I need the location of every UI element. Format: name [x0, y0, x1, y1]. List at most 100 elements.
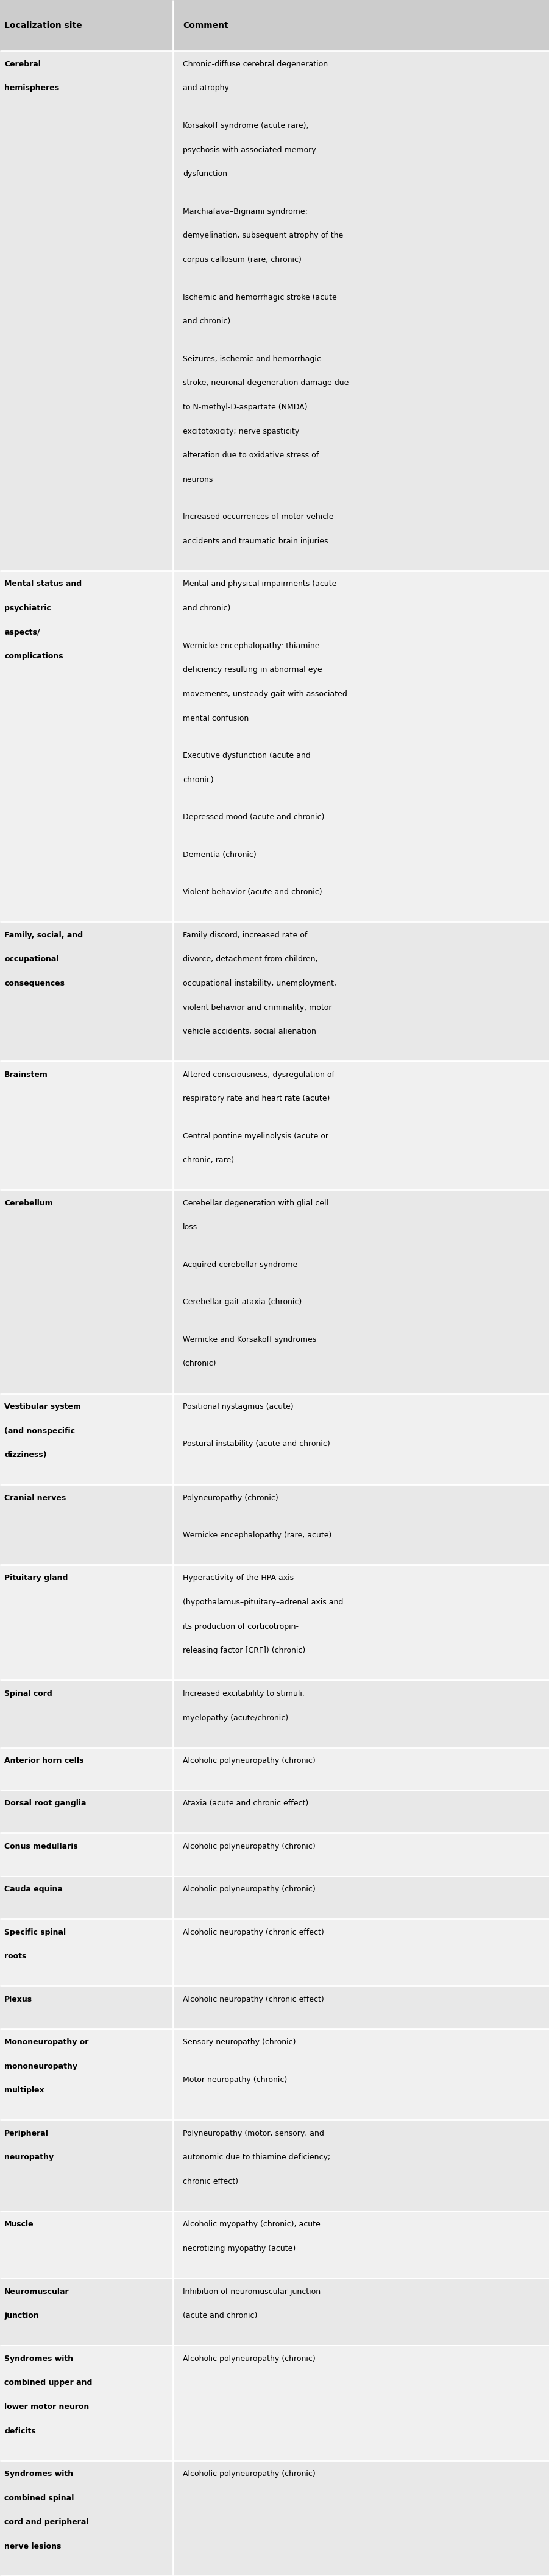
- Text: Motor neuropathy (chronic): Motor neuropathy (chronic): [183, 2076, 287, 2084]
- Bar: [0, 2344, 549, 2460]
- Bar: [0, 1680, 549, 1747]
- Text: excitotoxicity; nerve spasticity: excitotoxicity; nerve spasticity: [183, 428, 299, 435]
- Text: cord and peripheral: cord and peripheral: [4, 2519, 89, 2527]
- Bar: [0, 1747, 549, 1790]
- Text: Cerebellar gait ataxia (chronic): Cerebellar gait ataxia (chronic): [183, 1298, 302, 1306]
- Text: Wernicke encephalopathy: thiamine: Wernicke encephalopathy: thiamine: [183, 641, 320, 649]
- Text: Mental and physical impairments (acute: Mental and physical impairments (acute: [183, 580, 337, 587]
- Text: Syndromes with: Syndromes with: [4, 2354, 74, 2362]
- Text: Inhibition of neuromuscular junction: Inhibition of neuromuscular junction: [183, 2287, 321, 2295]
- Text: Postural instability (acute and chronic): Postural instability (acute and chronic): [183, 1440, 330, 1448]
- Text: Central pontine myelinolysis (acute or: Central pontine myelinolysis (acute or: [183, 1133, 328, 1141]
- Text: chronic effect): chronic effect): [183, 2177, 238, 2184]
- Text: Sensory neuropathy (chronic): Sensory neuropathy (chronic): [183, 2038, 296, 2045]
- Bar: [0, 1564, 549, 1680]
- Text: accidents and traumatic brain injuries: accidents and traumatic brain injuries: [183, 538, 328, 546]
- Text: demyelination, subsequent atrophy of the: demyelination, subsequent atrophy of the: [183, 232, 343, 240]
- Text: neurons: neurons: [183, 477, 214, 484]
- Text: complications: complications: [4, 652, 63, 659]
- Text: to N-methyl-D-aspartate (NMDA): to N-methyl-D-aspartate (NMDA): [183, 404, 307, 412]
- Text: corpus callosum (rare, chronic): corpus callosum (rare, chronic): [183, 255, 301, 263]
- Text: Alcoholic polyneuropathy (chronic): Alcoholic polyneuropathy (chronic): [183, 2470, 316, 2478]
- Text: Alcoholic polyneuropathy (chronic): Alcoholic polyneuropathy (chronic): [183, 1757, 316, 1765]
- Bar: [0, 0, 549, 52]
- Text: Specific spinal: Specific spinal: [4, 1929, 66, 1937]
- Text: occupational instability, unemployment,: occupational instability, unemployment,: [183, 979, 337, 987]
- Text: Brainstem: Brainstem: [4, 1072, 48, 1079]
- Text: Increased excitability to stimuli,: Increased excitability to stimuli,: [183, 1690, 305, 1698]
- Bar: [0, 1061, 549, 1190]
- Text: combined spinal: combined spinal: [4, 2494, 74, 2501]
- Text: Wernicke and Korsakoff syndromes: Wernicke and Korsakoff syndromes: [183, 1337, 316, 1345]
- Text: Dorsal root ganglia: Dorsal root ganglia: [4, 1801, 86, 1808]
- Text: lower motor neuron: lower motor neuron: [4, 2403, 89, 2411]
- Bar: [0, 1919, 549, 1986]
- Text: Mononeuropathy or: Mononeuropathy or: [4, 2038, 89, 2045]
- Text: Ischemic and hemorrhagic stroke (acute: Ischemic and hemorrhagic stroke (acute: [183, 294, 337, 301]
- Bar: [0, 2030, 549, 2120]
- Text: occupational: occupational: [4, 956, 59, 963]
- Text: aspects/: aspects/: [4, 629, 40, 636]
- Text: Spinal cord: Spinal cord: [4, 1690, 52, 1698]
- Text: Increased occurrences of motor vehicle: Increased occurrences of motor vehicle: [183, 513, 334, 520]
- Text: combined upper and: combined upper and: [4, 2378, 92, 2388]
- Text: neuropathy: neuropathy: [4, 2154, 54, 2161]
- Bar: [0, 1875, 549, 1919]
- Text: roots: roots: [4, 1953, 26, 1960]
- Text: releasing factor [CRF]) (chronic): releasing factor [CRF]) (chronic): [183, 1646, 305, 1654]
- Text: Depressed mood (acute and chronic): Depressed mood (acute and chronic): [183, 814, 324, 822]
- Text: (acute and chronic): (acute and chronic): [183, 2311, 257, 2318]
- Text: Seizures, ischemic and hemorrhagic: Seizures, ischemic and hemorrhagic: [183, 355, 321, 363]
- Text: Comment: Comment: [183, 21, 228, 31]
- Text: Alcoholic polyneuropathy (chronic): Alcoholic polyneuropathy (chronic): [183, 2354, 316, 2362]
- Bar: [0, 2277, 549, 2344]
- Text: loss: loss: [183, 1224, 198, 1231]
- Text: Pituitary gland: Pituitary gland: [4, 1574, 68, 1582]
- Bar: [0, 2460, 549, 2576]
- Text: autonomic due to thiamine deficiency;: autonomic due to thiamine deficiency;: [183, 2154, 330, 2161]
- Text: psychosis with associated memory: psychosis with associated memory: [183, 147, 316, 155]
- Bar: [0, 2210, 549, 2277]
- Text: Cerebellum: Cerebellum: [4, 1200, 53, 1208]
- Bar: [0, 1484, 549, 1564]
- Text: Conus medullaris: Conus medullaris: [4, 1842, 78, 1850]
- Text: deficits: deficits: [4, 2427, 36, 2434]
- Text: chronic, rare): chronic, rare): [183, 1157, 234, 1164]
- Text: Family discord, increased rate of: Family discord, increased rate of: [183, 930, 307, 940]
- Text: stroke, neuronal degeneration damage due: stroke, neuronal degeneration damage due: [183, 379, 349, 386]
- Bar: [0, 2120, 549, 2210]
- Text: Acquired cerebellar syndrome: Acquired cerebellar syndrome: [183, 1260, 298, 1270]
- Text: Alcoholic neuropathy (chronic effect): Alcoholic neuropathy (chronic effect): [183, 1996, 324, 2004]
- Text: dizziness): dizziness): [4, 1450, 47, 1458]
- Text: Alcoholic myopathy (chronic), acute: Alcoholic myopathy (chronic), acute: [183, 2221, 321, 2228]
- Text: Localization site: Localization site: [4, 21, 82, 31]
- Bar: [0, 572, 549, 922]
- Text: multiplex: multiplex: [4, 2087, 44, 2094]
- Text: Cauda equina: Cauda equina: [4, 1886, 63, 1893]
- Text: Cerebellar degeneration with glial cell: Cerebellar degeneration with glial cell: [183, 1200, 328, 1208]
- Text: Wernicke encephalopathy (rare, acute): Wernicke encephalopathy (rare, acute): [183, 1530, 332, 1540]
- Text: psychiatric: psychiatric: [4, 605, 51, 613]
- Text: dysfunction: dysfunction: [183, 170, 227, 178]
- Text: Polyneuropathy (chronic): Polyneuropathy (chronic): [183, 1494, 278, 1502]
- Text: Vestibular system: Vestibular system: [4, 1404, 81, 1412]
- Text: and chronic): and chronic): [183, 317, 231, 325]
- Text: alteration due to oxidative stress of: alteration due to oxidative stress of: [183, 451, 319, 459]
- Text: Executive dysfunction (acute and: Executive dysfunction (acute and: [183, 752, 311, 760]
- Text: Violent behavior (acute and chronic): Violent behavior (acute and chronic): [183, 889, 322, 896]
- Text: Cerebral: Cerebral: [4, 59, 41, 67]
- Text: Korsakoff syndrome (acute rare),: Korsakoff syndrome (acute rare),: [183, 121, 309, 129]
- Text: consequences: consequences: [4, 979, 65, 987]
- Text: Alcoholic neuropathy (chronic effect): Alcoholic neuropathy (chronic effect): [183, 1929, 324, 1937]
- Text: Positional nystagmus (acute): Positional nystagmus (acute): [183, 1404, 294, 1412]
- Bar: [0, 1790, 549, 1834]
- Text: divorce, detachment from children,: divorce, detachment from children,: [183, 956, 318, 963]
- Text: mononeuropathy: mononeuropathy: [4, 2063, 77, 2071]
- Text: mental confusion: mental confusion: [183, 714, 249, 721]
- Text: nerve lesions: nerve lesions: [4, 2543, 61, 2550]
- Text: (chronic): (chronic): [183, 1360, 217, 1368]
- Text: violent behavior and criminality, motor: violent behavior and criminality, motor: [183, 1005, 332, 1012]
- Text: Chronic-diffuse cerebral degeneration: Chronic-diffuse cerebral degeneration: [183, 59, 328, 67]
- Text: Neuromuscular: Neuromuscular: [4, 2287, 69, 2295]
- Text: necrotizing myopathy (acute): necrotizing myopathy (acute): [183, 2244, 296, 2251]
